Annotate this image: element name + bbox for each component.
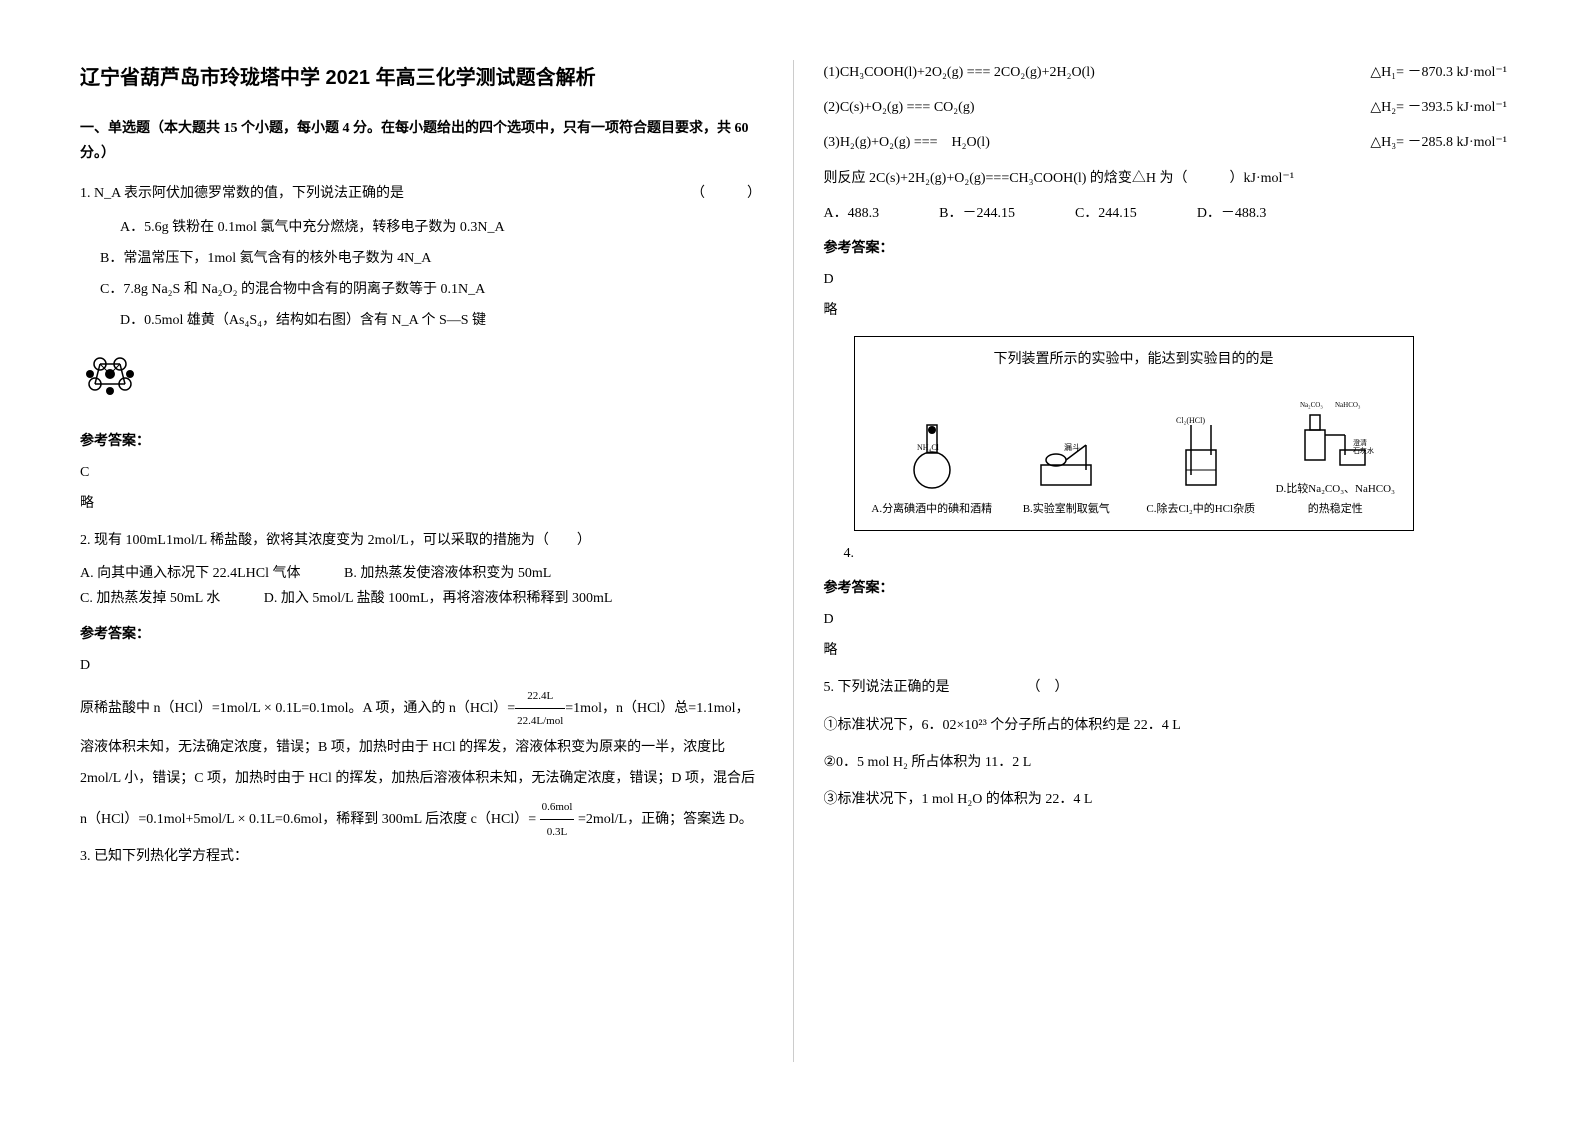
q3-brief: 略 — [824, 298, 1508, 323]
q2-frac1: 22.4L22.4L/mol — [515, 684, 565, 733]
q2-options-row1: A. 向其中通入标况下 22.4LHCl 气体 B. 加热蒸发使溶液体积变为 5… — [80, 561, 763, 586]
section-header-1: 一、单选题（本大题共 15 个小题，每小题 4 分。在每小题给出的四个选项中，只… — [80, 116, 763, 166]
q2-optA: A. 向其中通入标况下 22.4LHCl 气体 — [80, 566, 301, 581]
q4-brief: 略 — [824, 638, 1508, 663]
molecule-diagram — [80, 349, 140, 399]
q4-answer: D — [824, 607, 1508, 632]
q1-optB: B．常温常压下，1mol 氦气含有的核外电子数为 4N_A — [100, 246, 763, 271]
q4-expB: 漏斗 B.实验室制取氨气 — [1001, 410, 1131, 520]
q4-expD-label: D.比较Na₂CO₃、NaHCO₃的热稳定性 — [1270, 480, 1400, 520]
q2-frac2-num: 0.6mol — [540, 795, 575, 820]
q1-optC: C．7.8g Na₂S 和 Na₂O₂ 的混合物中含有的阴离子数等于 0.1N_… — [100, 277, 763, 302]
q3-eq3: (3)H₂(g)+O₂(g) === H₂O(l) — [824, 135, 990, 150]
q4-experiment-box: 下列装置所示的实验中，能达到实验目的的是 NH₄Cl A.分离碘酒中的碘和酒精 — [854, 336, 1414, 531]
q1-stem-text: 1. N_A 表示阿伏加德罗常数的值，下列说法正确的是 — [80, 186, 404, 201]
expD-sublabel3: 澄清 — [1353, 438, 1367, 447]
doc-title: 辽宁省葫芦岛市玲珑塔中学 2021 年高三化学测试题含解析 — [80, 60, 763, 96]
distillation-icon: NH₄Cl — [907, 415, 957, 495]
q3-eq1-row: (1)CH₃COOH(l)+2O₂(g) === 2CO₂(g)+2H₂O(l)… — [824, 60, 1508, 85]
q2-optB: B. 加热蒸发使溶液体积变为 50mL — [344, 566, 551, 581]
q5-item1: ①标准状况下，6．02×10²³ 个分子所占的体积约是 22．4 L — [824, 713, 1508, 738]
q4-expA: NH₄Cl A.分离碘酒中的碘和酒精 — [867, 410, 997, 520]
q2-options-row2: C. 加热蒸发掉 50mL 水 D. 加入 5mol/L 盐酸 100mL，再将… — [80, 586, 763, 611]
expD-sublabel4: 石灰水 — [1353, 446, 1374, 455]
q3-eq2: (2)C(s)+O₂(g) === CO₂(g) — [824, 100, 975, 115]
q2-exp-end: =2mol/L，正确；答案选 D。 — [574, 812, 752, 827]
q2-stem: 2. 现有 100mL1mol/L 稀盐酸，欲将其浓度变为 2mol/L，可以采… — [80, 528, 763, 553]
cl2-wash-icon: Cl₂(HCl) — [1171, 415, 1231, 495]
expB-sublabel: 漏斗 — [1064, 442, 1080, 452]
q4-diagrams: NH₄Cl A.分离碘酒中的碘和酒精 漏斗 B.实验室制取氨气 — [865, 380, 1403, 520]
q3-answer: D — [824, 267, 1508, 292]
q4-expA-label: A.分离碘酒中的碘和酒精 — [867, 500, 997, 520]
q4-expC-label: C.除去Cl₂中的HCl杂质 — [1136, 500, 1266, 520]
q3-answer-label: 参考答案： — [824, 236, 1508, 261]
q3-eq1: (1)CH₃COOH(l)+2O₂(g) === 2CO₂(g)+2H₂O(l) — [824, 65, 1095, 80]
ammonia-prep-icon: 漏斗 — [1036, 415, 1096, 495]
q2-exp-mid: =1mol，n（HCl）总=1.1mol，溶液体积未知，无法确定浓度，错误；B … — [80, 701, 755, 827]
q1-paren: （ ） — [691, 186, 761, 201]
q3-eq3-row: (3)H₂(g)+O₂(g) === H₂O(l) △H₃= －285.8 kJ… — [824, 130, 1508, 155]
q3-dh3: △H₃= －285.8 kJ·mol⁻¹ — [1370, 130, 1507, 155]
q2-exp-prefix: 原稀盐酸中 n（HCl）=1mol/L × 0.1L=0.1mol。A 项，通入… — [80, 701, 515, 716]
expD-sublabel2: NaHCO₃ — [1335, 401, 1361, 409]
q2-frac2-den: 0.3L — [540, 820, 575, 844]
expD-sublabel1: Na₂CO₃ — [1300, 401, 1323, 409]
q1-stem: 1. N_A 表示阿伏加德罗常数的值，下列说法正确的是 （ ） — [80, 181, 763, 206]
q5-item3: ③标准状况下，1 mol H₂O 的体积为 22．4 L — [824, 787, 1508, 812]
q4-answer-label: 参考答案： — [824, 576, 1508, 601]
q4-box-header: 下列装置所示的实验中，能达到实验目的的是 — [865, 347, 1403, 372]
q2-optD: D. 加入 5mol/L 盐酸 100mL，再将溶液体积稀释到 300mL — [264, 591, 613, 606]
q2-frac1-den: 22.4L/mol — [515, 709, 565, 733]
q4-expD: Na₂CO₃ NaHCO₃ 澄清 石灰水 D.比较Na₂CO₃、NaHCO₃的热… — [1270, 390, 1400, 520]
q3-choices: A．488.3 B．－244.15 C．244.15 D．－488.3 — [824, 201, 1508, 226]
expC-sublabel: Cl₂(HCl) — [1176, 416, 1205, 425]
q4-number: 4. — [844, 541, 1508, 566]
q3-dh1: △H₁= －870.3 kJ·mol⁻¹ — [1370, 60, 1507, 85]
stability-compare-icon: Na₂CO₃ NaHCO₃ 澄清 石灰水 — [1295, 395, 1375, 475]
q3-ask: 则反应 2C(s)+2H₂(g)+O₂(g)===CH₃COOH(l) 的焓变△… — [824, 166, 1508, 191]
q1-answer: C — [80, 460, 763, 485]
q3-optC: C．244.15 — [1075, 201, 1137, 226]
expA-sublabel: NH₄Cl — [917, 443, 940, 452]
q3-stem: 3. 已知下列热化学方程式： — [80, 844, 763, 869]
q1-optD: D．0.5mol 雄黄（As₄S₄，结构如右图）含有 N_A 个 S—S 键 — [120, 308, 763, 333]
q3-optA: A．488.3 — [824, 201, 880, 226]
q4-expB-label: B.实验室制取氨气 — [1001, 500, 1131, 520]
q5-item2: ②0．5 mol H₂ 所占体积为 11．2 L — [824, 750, 1508, 775]
q3-eq2-row: (2)C(s)+O₂(g) === CO₂(g) △H₂= －393.5 kJ·… — [824, 95, 1508, 120]
q1-answer-label: 参考答案： — [80, 429, 763, 454]
q4-expC: Cl₂(HCl) C.除去Cl₂中的HCl杂质 — [1136, 410, 1266, 520]
q2-frac1-num: 22.4L — [515, 684, 565, 709]
q3-optD: D．－488.3 — [1197, 201, 1267, 226]
q2-answer: D — [80, 653, 763, 678]
q2-answer-label: 参考答案： — [80, 622, 763, 647]
q3-optB: B．－244.15 — [939, 201, 1015, 226]
q5-stem: 5. 下列说法正确的是 （ ） — [824, 675, 1508, 700]
q3-dh2: △H₂= －393.5 kJ·mol⁻¹ — [1370, 95, 1507, 120]
q2-optC: C. 加热蒸发掉 50mL 水 — [80, 591, 220, 606]
q1-brief: 略 — [80, 491, 763, 516]
q2-explanation: 原稀盐酸中 n（HCl）=1mol/L × 0.1L=0.1mol。A 项，通入… — [80, 684, 763, 844]
q1-optA: A．5.6g 铁粉在 0.1mol 氯气中充分燃烧，转移电子数为 0.3N_A — [120, 215, 763, 240]
q2-frac2: 0.6mol0.3L — [540, 795, 575, 844]
